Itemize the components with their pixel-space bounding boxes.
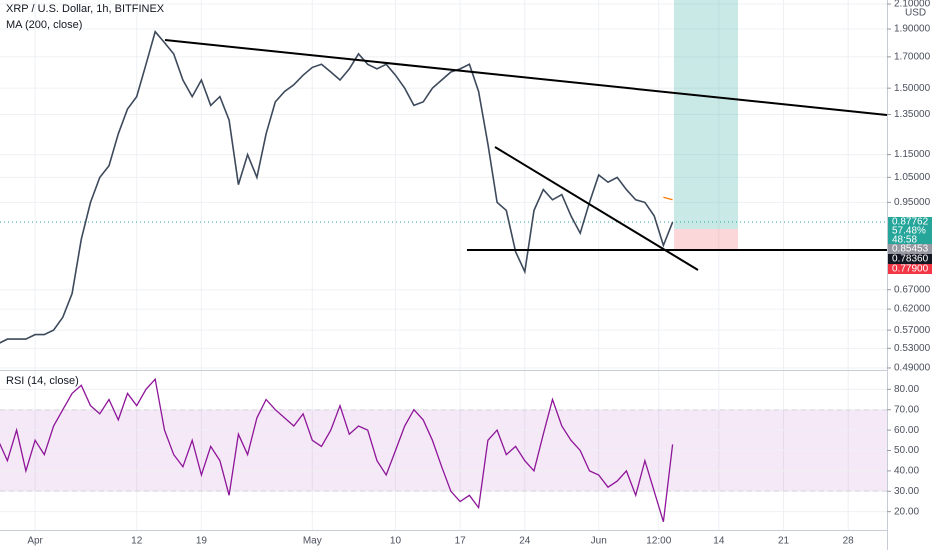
y-tick-label: 0.67000 — [894, 284, 931, 295]
stop-zone — [674, 229, 738, 250]
price-tag: 0.78360 — [892, 254, 929, 265]
legend-entry: MA (200, close) — [6, 19, 82, 31]
x-tick-label: 12:00 — [646, 536, 671, 547]
x-tick-label: 21 — [778, 536, 790, 547]
y-tick-label: 20.00 — [894, 506, 919, 517]
y-tick-label: 1.05000 — [894, 172, 931, 183]
y-unit: USD — [905, 8, 926, 19]
trend-line — [494, 146, 699, 271]
series-line — [0, 30, 674, 344]
x-tick-label: 28 — [843, 536, 855, 547]
x-tick-label: Apr — [27, 536, 43, 547]
price-tag: 0.87762 — [892, 217, 929, 228]
x-tick-label: 24 — [519, 536, 531, 547]
y-tick-label: 30.00 — [894, 486, 919, 497]
price-tag: 0.85453 — [892, 244, 929, 255]
y-tick-label: 50.00 — [894, 445, 919, 456]
y-tick-label: 0.62000 — [894, 304, 931, 315]
y-tick-label: 70.00 — [894, 404, 919, 415]
legend-entry: RSI (14, close) — [6, 375, 79, 387]
y-tick-label: 0.57000 — [894, 325, 931, 336]
x-tick-label: Jun — [591, 536, 607, 547]
price-tag: 0.77900 — [892, 264, 929, 275]
y-tick-label: 1.70000 — [894, 52, 931, 63]
series-line — [0, 377, 674, 522]
x-tick-label: 19 — [196, 536, 208, 547]
y-tick-label: 1.35000 — [894, 109, 931, 120]
price-tag-box — [888, 244, 932, 254]
y-tick-label: 0.95000 — [894, 197, 931, 208]
y-tick-label: 1.90000 — [894, 24, 931, 35]
price-tag-box — [888, 254, 932, 264]
trend-line — [164, 39, 888, 116]
x-tick-label: 17 — [455, 536, 467, 547]
price-tag: 48:58 — [892, 235, 917, 246]
x-tick-label: May — [303, 536, 322, 547]
price-tag-box — [888, 264, 932, 274]
y-tick-label: 0.53000 — [894, 343, 931, 354]
chart-title: XRP / U.S. Dollar, 1h, BITFINEX — [6, 3, 165, 15]
x-tick-label: 12 — [131, 536, 143, 547]
y-tick-label: 40.00 — [894, 466, 919, 477]
x-tick-label: 14 — [713, 536, 725, 547]
x-tick-label: 10 — [390, 536, 402, 547]
grid — [0, 0, 887, 530]
y-tick-label: 1.15000 — [894, 149, 931, 160]
price-tag: 57.48% — [892, 226, 926, 237]
price-tag-box — [888, 226, 932, 236]
y-tick-label: 0.49000 — [894, 363, 931, 374]
price-tag-box — [888, 235, 932, 245]
y-tick-label: 2.10000 — [894, 0, 931, 10]
y-tick-label: 80.00 — [894, 384, 919, 395]
series-line — [663, 196, 673, 201]
y-tick-label: 1.50000 — [894, 83, 931, 94]
target-zone — [674, 0, 738, 229]
price-tag-box — [888, 217, 932, 227]
series-layer — [0, 30, 674, 522]
y-tick-label: 60.00 — [894, 425, 919, 436]
